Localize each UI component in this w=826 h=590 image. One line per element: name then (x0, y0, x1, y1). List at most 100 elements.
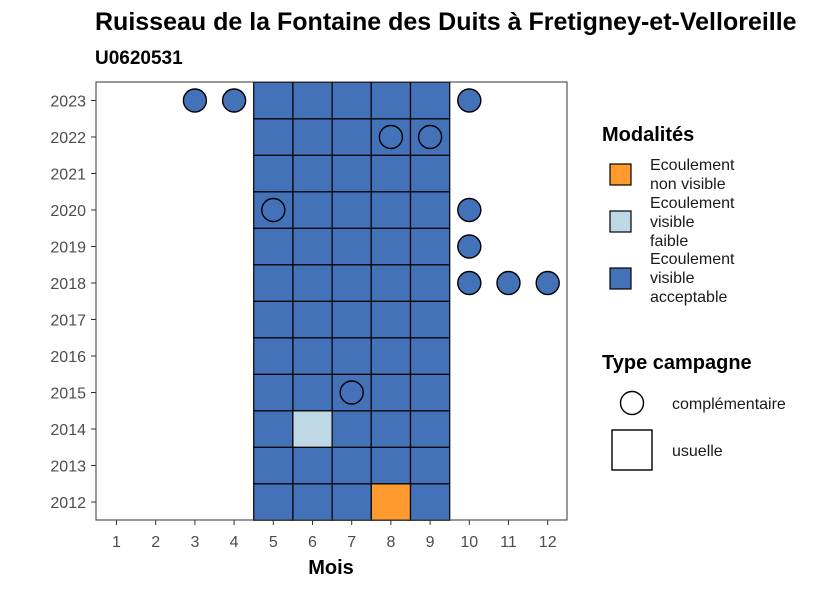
legend-key-visible-faible (609, 210, 632, 233)
plot-area (95, 81, 568, 521)
data-point (535, 270, 560, 296)
heatmap-tile (370, 337, 412, 375)
heatmap-tile (292, 81, 333, 120)
heatmap-tile (370, 300, 412, 339)
heatmap-tile (409, 264, 451, 302)
data-point (378, 124, 404, 150)
heatmap-tile (331, 191, 372, 229)
x-tick-label: 12 (539, 534, 557, 551)
heatmap-tile (292, 337, 333, 375)
heatmap-tile (253, 483, 294, 521)
heatmap-tile (370, 154, 412, 193)
heatmap-tile (292, 300, 333, 339)
heatmap-tile (409, 81, 451, 120)
legend-key-non-visible (609, 163, 632, 186)
legend-label-visible-acceptable: Ecoulement visible acceptable (650, 251, 735, 306)
heatmap-tile (370, 227, 412, 266)
heatmap-tile (370, 264, 412, 302)
heatmap-tile (253, 410, 294, 448)
y-tick-label: 2022 (50, 130, 86, 147)
plot-border (95, 81, 568, 521)
heatmap-tile (409, 410, 451, 448)
heatmap-tile (331, 483, 372, 521)
heatmap-tile (292, 410, 333, 448)
heatmap-tile (253, 337, 294, 375)
legend-label-visible-faible: Ecoulement visible faible (650, 195, 735, 250)
heatmap-tile (331, 81, 372, 120)
heatmap-tile (331, 300, 372, 339)
heatmap-tile (370, 373, 412, 412)
heatmap-tile (409, 191, 451, 229)
data-point (457, 234, 482, 259)
x-axis-title: Mois (308, 557, 354, 579)
data-point (417, 124, 443, 150)
x-tick-label: 8 (386, 534, 395, 551)
heatmap-tile (409, 483, 451, 521)
heatmap-tile (292, 118, 333, 156)
y-tick-label: 2019 (50, 240, 86, 257)
y-tick-label: 2017 (50, 313, 86, 330)
heatmap-tile (409, 373, 451, 412)
data-point (457, 270, 482, 296)
heatmap-tile (409, 154, 451, 193)
y-tick-label: 2014 (50, 422, 86, 439)
heatmap-tile (253, 118, 294, 156)
chart-title: Ruisseau de la Fontaine des Duits à Fret… (95, 8, 797, 36)
x-axis: 1 2 3 4 5 6 7 8 9 10 11 12 (112, 520, 557, 551)
points-layer (182, 88, 560, 405)
heatmap-tile (409, 300, 451, 339)
heatmap-tile (370, 410, 412, 448)
legend-modalites: Modalités Ecoulement non visibleEcoulemen… (602, 124, 735, 306)
heatmap-tile (253, 373, 294, 412)
heatmap-tile (331, 410, 372, 448)
data-point (261, 197, 286, 223)
y-axis: 2012 2013 2014 2015 2016 2017 2018 2019 2020 2021… (50, 94, 96, 512)
y-tick-label: 2023 (50, 94, 86, 111)
x-tick-label: 3 (190, 534, 199, 551)
heatmap-tile (331, 154, 372, 193)
heatmap-tile (370, 446, 412, 485)
legend-campagne-title: Type campagne (602, 352, 752, 374)
y-tick-label: 2021 (50, 167, 86, 184)
legend-key-visible-acceptable (609, 267, 632, 290)
x-tick-label: 6 (308, 534, 317, 551)
y-tick-label: 2012 (50, 495, 86, 512)
legend-key-usuelle (611, 429, 653, 471)
heatmap-tile (370, 191, 412, 229)
legend-label-complementaire: complémentaire (672, 396, 786, 413)
heatmap-tile (292, 446, 333, 485)
heatmap-tile (331, 227, 372, 266)
heatmap-tile (292, 191, 333, 229)
x-tick-label: 4 (230, 534, 239, 551)
legend-modalites-title: Modalités (602, 124, 694, 146)
chart-subtitle: U0620531 (95, 48, 183, 69)
data-point (496, 270, 521, 296)
heatmap-tile (253, 300, 294, 339)
heatmap-tile (253, 227, 294, 266)
heatmap-tile (253, 81, 294, 120)
heatmap-tile (253, 154, 294, 193)
x-tick-label: 10 (460, 534, 478, 551)
data-point (457, 88, 482, 113)
heatmap-tile (292, 483, 333, 521)
x-tick-label: 7 (347, 534, 356, 551)
heatmap-tile (253, 264, 294, 302)
heatmap-tile (370, 483, 412, 521)
heatmap-tile (409, 227, 451, 266)
x-tick-label: 11 (500, 534, 517, 551)
heatmap-tile (253, 446, 294, 485)
tiles-layer (253, 81, 451, 521)
y-tick-label: 2013 (50, 459, 86, 476)
y-tick-label: 2018 (50, 276, 86, 293)
data-point (221, 88, 247, 113)
legend-label-usuelle: usuelle (672, 443, 723, 460)
heatmap-tile (292, 264, 333, 302)
y-tick-label: 2015 (50, 386, 86, 403)
heatmap-tile (331, 118, 372, 156)
legend-key-complementaire (619, 390, 645, 416)
data-point (457, 197, 482, 223)
heatmap-tile (409, 446, 451, 485)
heatmap-tile (292, 227, 333, 266)
legend-label-non-visible: Ecoulement non visible (650, 157, 735, 193)
